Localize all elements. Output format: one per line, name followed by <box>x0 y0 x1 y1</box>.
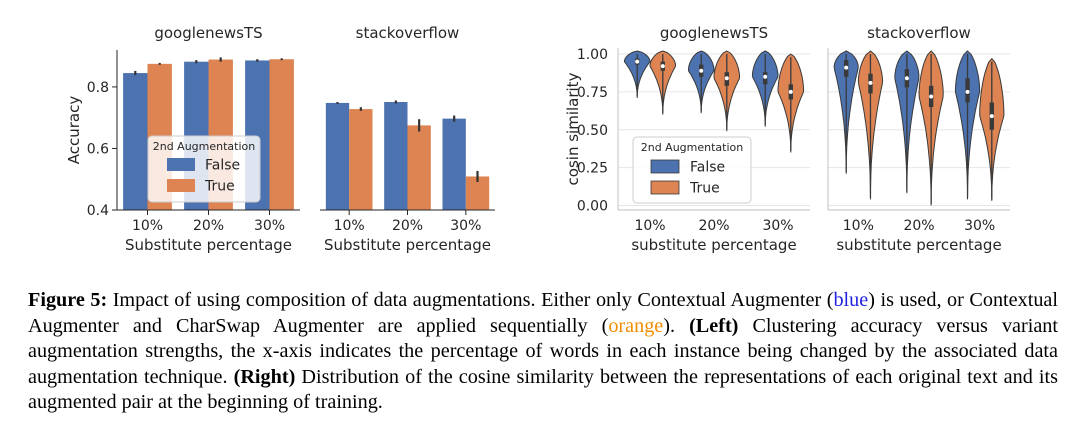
violin-median <box>929 94 934 99</box>
y-tick-label: 0.4 <box>87 203 109 219</box>
x-axis-label: substitute percentage <box>631 236 796 254</box>
x-tick-label: 30% <box>450 218 481 234</box>
bar-false-1 <box>384 102 408 210</box>
legend-swatch-false <box>167 158 195 171</box>
violin-median <box>965 89 970 94</box>
x-tick-label: 30% <box>964 218 995 234</box>
bar-true-0 <box>349 109 373 210</box>
caption-text-2: ) is used, or Contextual Augmenter and C… <box>28 289 1058 337</box>
chart-title: stackoverflow <box>867 24 971 42</box>
x-axis-label: Substitute percentage <box>125 236 292 254</box>
x-tick-label: 20% <box>392 218 423 234</box>
chart-title: stackoverflow <box>356 24 460 42</box>
x-tick-label: 30% <box>254 218 285 234</box>
caption-left-label: (Left) <box>689 314 739 337</box>
x-tick-label: 20% <box>698 218 729 234</box>
caption-text-5: Distribution of the cosine similarity be… <box>28 365 1059 414</box>
violin-median <box>699 68 704 73</box>
legend-swatch-true <box>167 179 195 192</box>
violin-median <box>844 65 849 70</box>
caption-orange-word: orange <box>608 314 664 337</box>
legend-label: False <box>205 158 240 174</box>
x-tick-label: 20% <box>903 218 934 234</box>
y-tick-label: 0.75 <box>577 85 608 101</box>
caption-text-4: Clustering accuracy versus variant augme… <box>28 314 1058 388</box>
x-axis-label: substitute percentage <box>836 236 1001 254</box>
caption-figure-label: Figure 5: <box>28 289 108 311</box>
violin-median <box>788 89 793 94</box>
violin-median <box>989 114 994 119</box>
legend-title: 2nd Augmentation <box>153 140 256 153</box>
caption-text-1: Impact of using composition of data augm… <box>107 289 834 311</box>
bar-true-2 <box>465 176 490 210</box>
legend-swatch-false <box>650 159 680 174</box>
caption-right-label: (Right) <box>233 365 296 388</box>
caption-text-3: ). <box>663 314 690 337</box>
legend-label: True <box>204 179 235 195</box>
x-tick-label: 20% <box>193 218 224 234</box>
figure-caption: Figure 5: Impact of using composition of… <box>28 288 1058 416</box>
x-tick-label: 10% <box>132 218 163 234</box>
figure-5-plots: 10% 20% 30% Substitute percentage googlenews… <box>65 24 1010 254</box>
y-tick-label: 0.50 <box>577 123 608 139</box>
caption-blue-word: blue <box>833 289 869 311</box>
violin-median <box>635 59 640 64</box>
y-tick-label: 0.25 <box>577 161 608 177</box>
x-tick-label: 10% <box>634 218 665 234</box>
chart-title: googlenewsTS <box>154 24 262 42</box>
x-tick-label: 30% <box>762 218 793 234</box>
bar-false-0 <box>325 102 350 210</box>
y-tick-label: 0.00 <box>577 198 608 214</box>
legend-title: 2nd Augmentation <box>641 141 744 154</box>
violin-median <box>763 74 768 79</box>
x-tick-label: 10% <box>843 218 874 234</box>
legend-label: False <box>690 160 725 176</box>
legend-label: True <box>689 181 720 197</box>
bar-false-2 <box>442 118 466 210</box>
x-axis-label: Substitute percentage <box>324 236 491 254</box>
y-axis-label: cosin similarity <box>564 72 582 185</box>
bar-true-2 <box>269 59 294 210</box>
violin-median <box>868 80 873 85</box>
bar-true-1 <box>407 125 431 210</box>
violin-median <box>660 64 665 69</box>
y-tick-label: 0.8 <box>87 80 109 96</box>
violin-median <box>904 76 909 81</box>
x-tick-label: 10% <box>334 218 365 234</box>
chart-title: googlenewsTS <box>660 24 768 42</box>
bar-false-0 <box>123 73 148 210</box>
figure-5: 10% 20% 30% Substitute percentage googlenews… <box>65 24 1010 254</box>
y-axis-label: Accuracy <box>65 96 83 165</box>
legend-swatch-true <box>650 180 680 195</box>
y-tick-label: 0.6 <box>87 141 109 157</box>
violin-median <box>724 76 729 81</box>
y-tick-label: 1.00 <box>577 47 608 63</box>
